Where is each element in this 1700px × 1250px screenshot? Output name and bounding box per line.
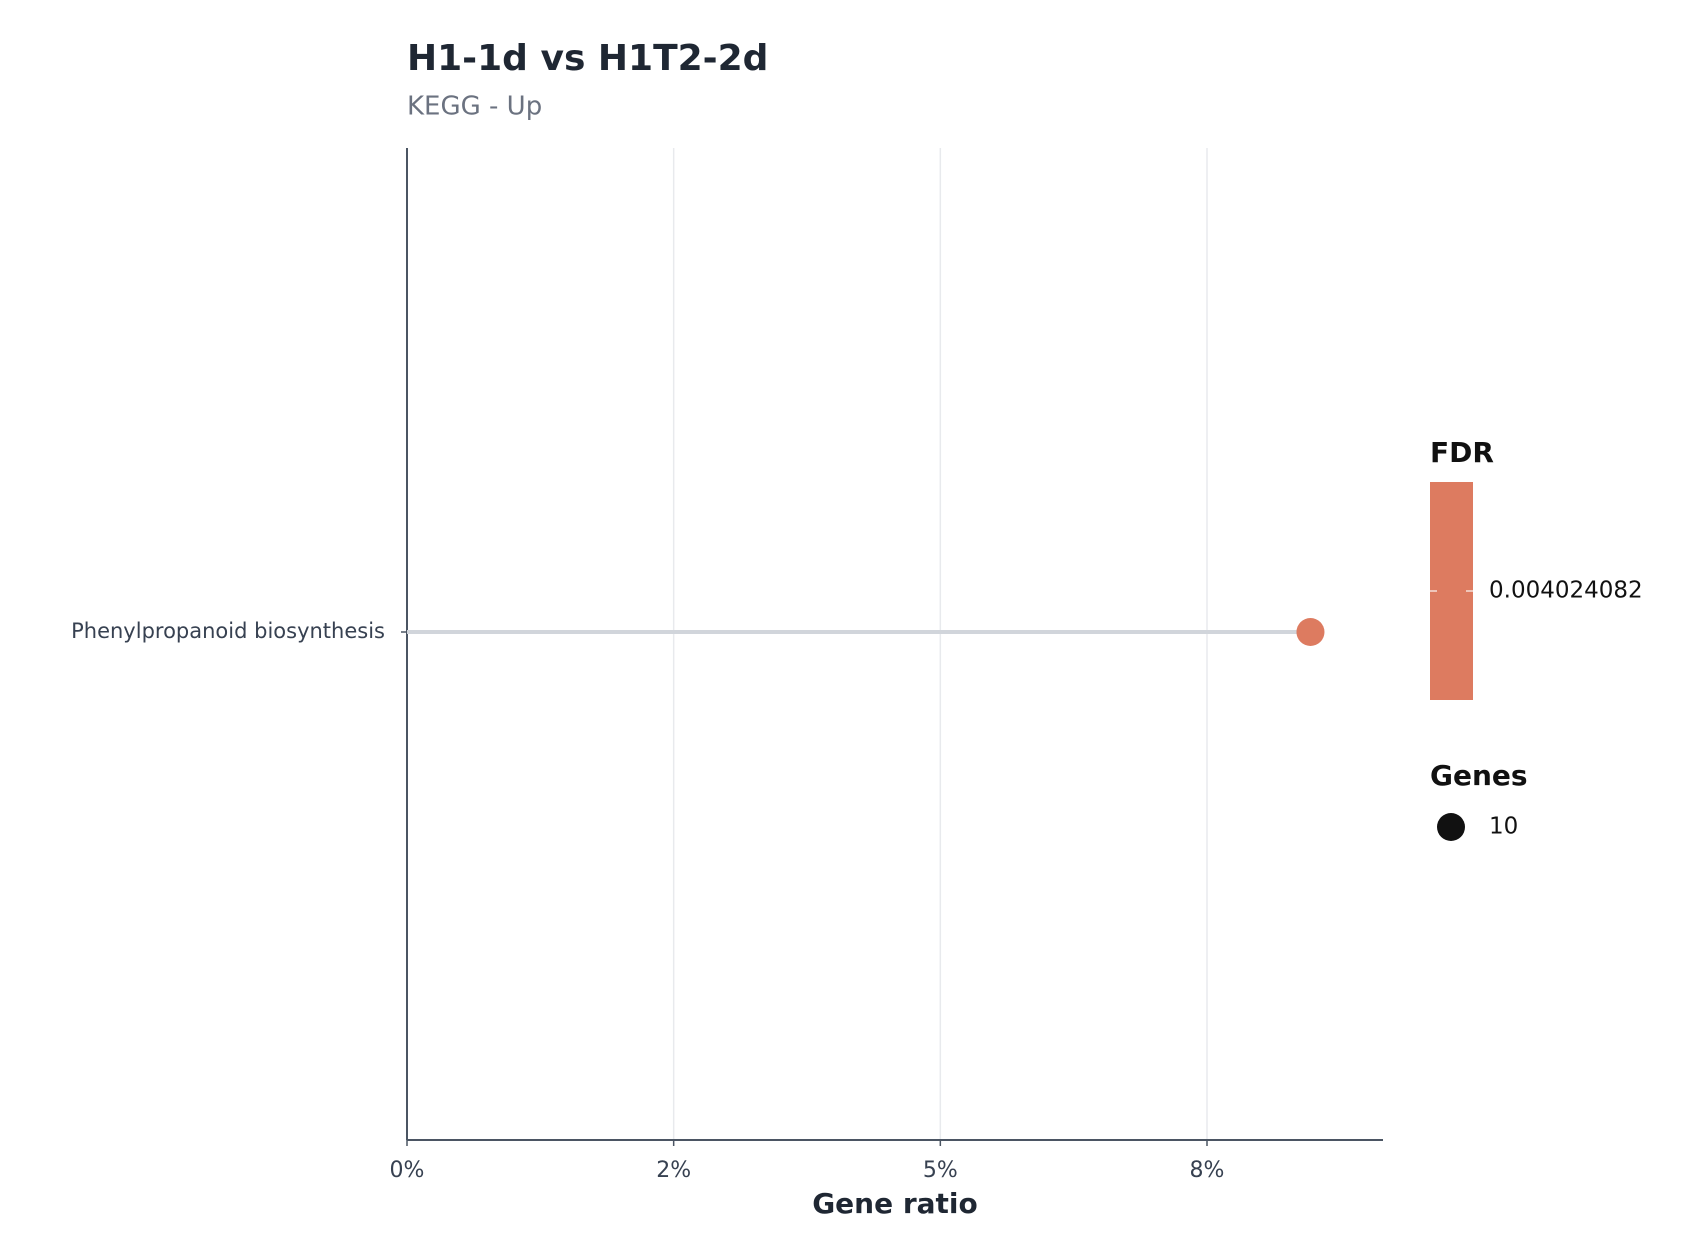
legend-title: Genes [1430, 759, 1528, 792]
colorbar [1430, 482, 1473, 700]
colorbar-label: 0.004024082 [1489, 578, 1643, 604]
size-label: 10 [1489, 814, 1518, 840]
chart-title: H1-1d vs H1T2-2d [407, 38, 768, 79]
x-tick-label: 0% [390, 1158, 425, 1183]
y-tick-label: Phenylpropanoid biosynthesis [71, 619, 385, 643]
x-tick-label: 5% [923, 1158, 958, 1183]
chart-subtitle: KEGG - Up [407, 92, 542, 122]
size-key [1437, 813, 1465, 841]
x-tick-label: 8% [1190, 1158, 1225, 1183]
dot [1296, 618, 1325, 646]
legend-title: FDR [1430, 436, 1494, 469]
x-axis-label: Gene ratio [812, 1187, 978, 1220]
x-tick-label: 2% [656, 1158, 691, 1183]
